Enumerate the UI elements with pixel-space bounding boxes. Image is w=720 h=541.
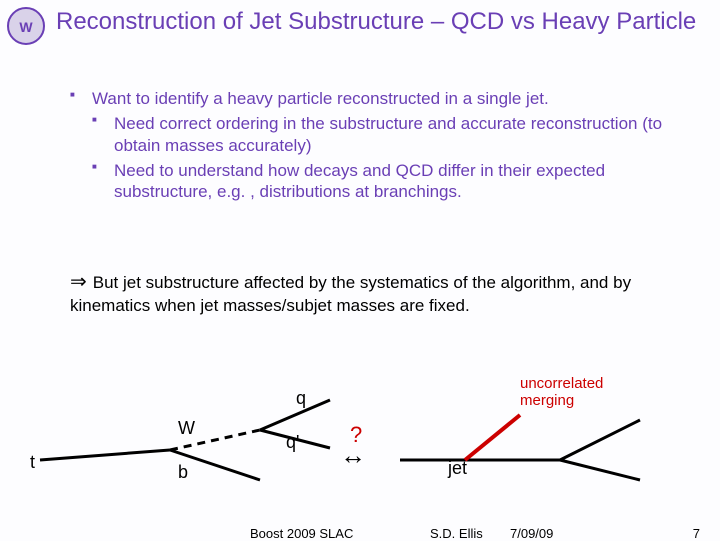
footer-venue: Boost 2009 SLAC — [250, 526, 353, 541]
bullet-sub-2: Need to understand how decays and QCD di… — [70, 160, 690, 203]
conclusion-body: But jet substructure affected by the sys… — [70, 273, 631, 315]
svg-text:W: W — [19, 19, 33, 35]
uncorr-line2: merging — [520, 392, 574, 409]
footer-date: 7/09/09 — [510, 526, 553, 541]
double-arrow-icon: ↔ — [340, 440, 366, 471]
label-qprime: q' — [286, 432, 299, 453]
label-uncorrelated: uncorrelated merging — [520, 376, 603, 409]
bullet-sub-1: Need correct ordering in the substructur… — [70, 113, 690, 156]
institution-logo: W — [6, 6, 46, 46]
label-q: q — [296, 388, 306, 409]
label-w: W — [178, 418, 195, 439]
label-t: t — [30, 452, 35, 473]
slide-title: Reconstruction of Jet Substructure – QCD… — [56, 8, 710, 37]
footer-author: S.D. Ellis — [430, 526, 483, 541]
footer-page-number: 7 — [693, 526, 700, 541]
bullet-list: Want to identify a heavy particle recons… — [70, 88, 690, 202]
conclusion-text: ⇒But jet substructure affected by the sy… — [70, 270, 690, 316]
implies-icon: ⇒ — [70, 271, 87, 293]
label-b: b — [178, 462, 188, 483]
label-jet: jet — [448, 458, 467, 479]
uncorr-line1: uncorrelated — [520, 375, 603, 392]
bullet-main: Want to identify a heavy particle recons… — [70, 88, 690, 109]
